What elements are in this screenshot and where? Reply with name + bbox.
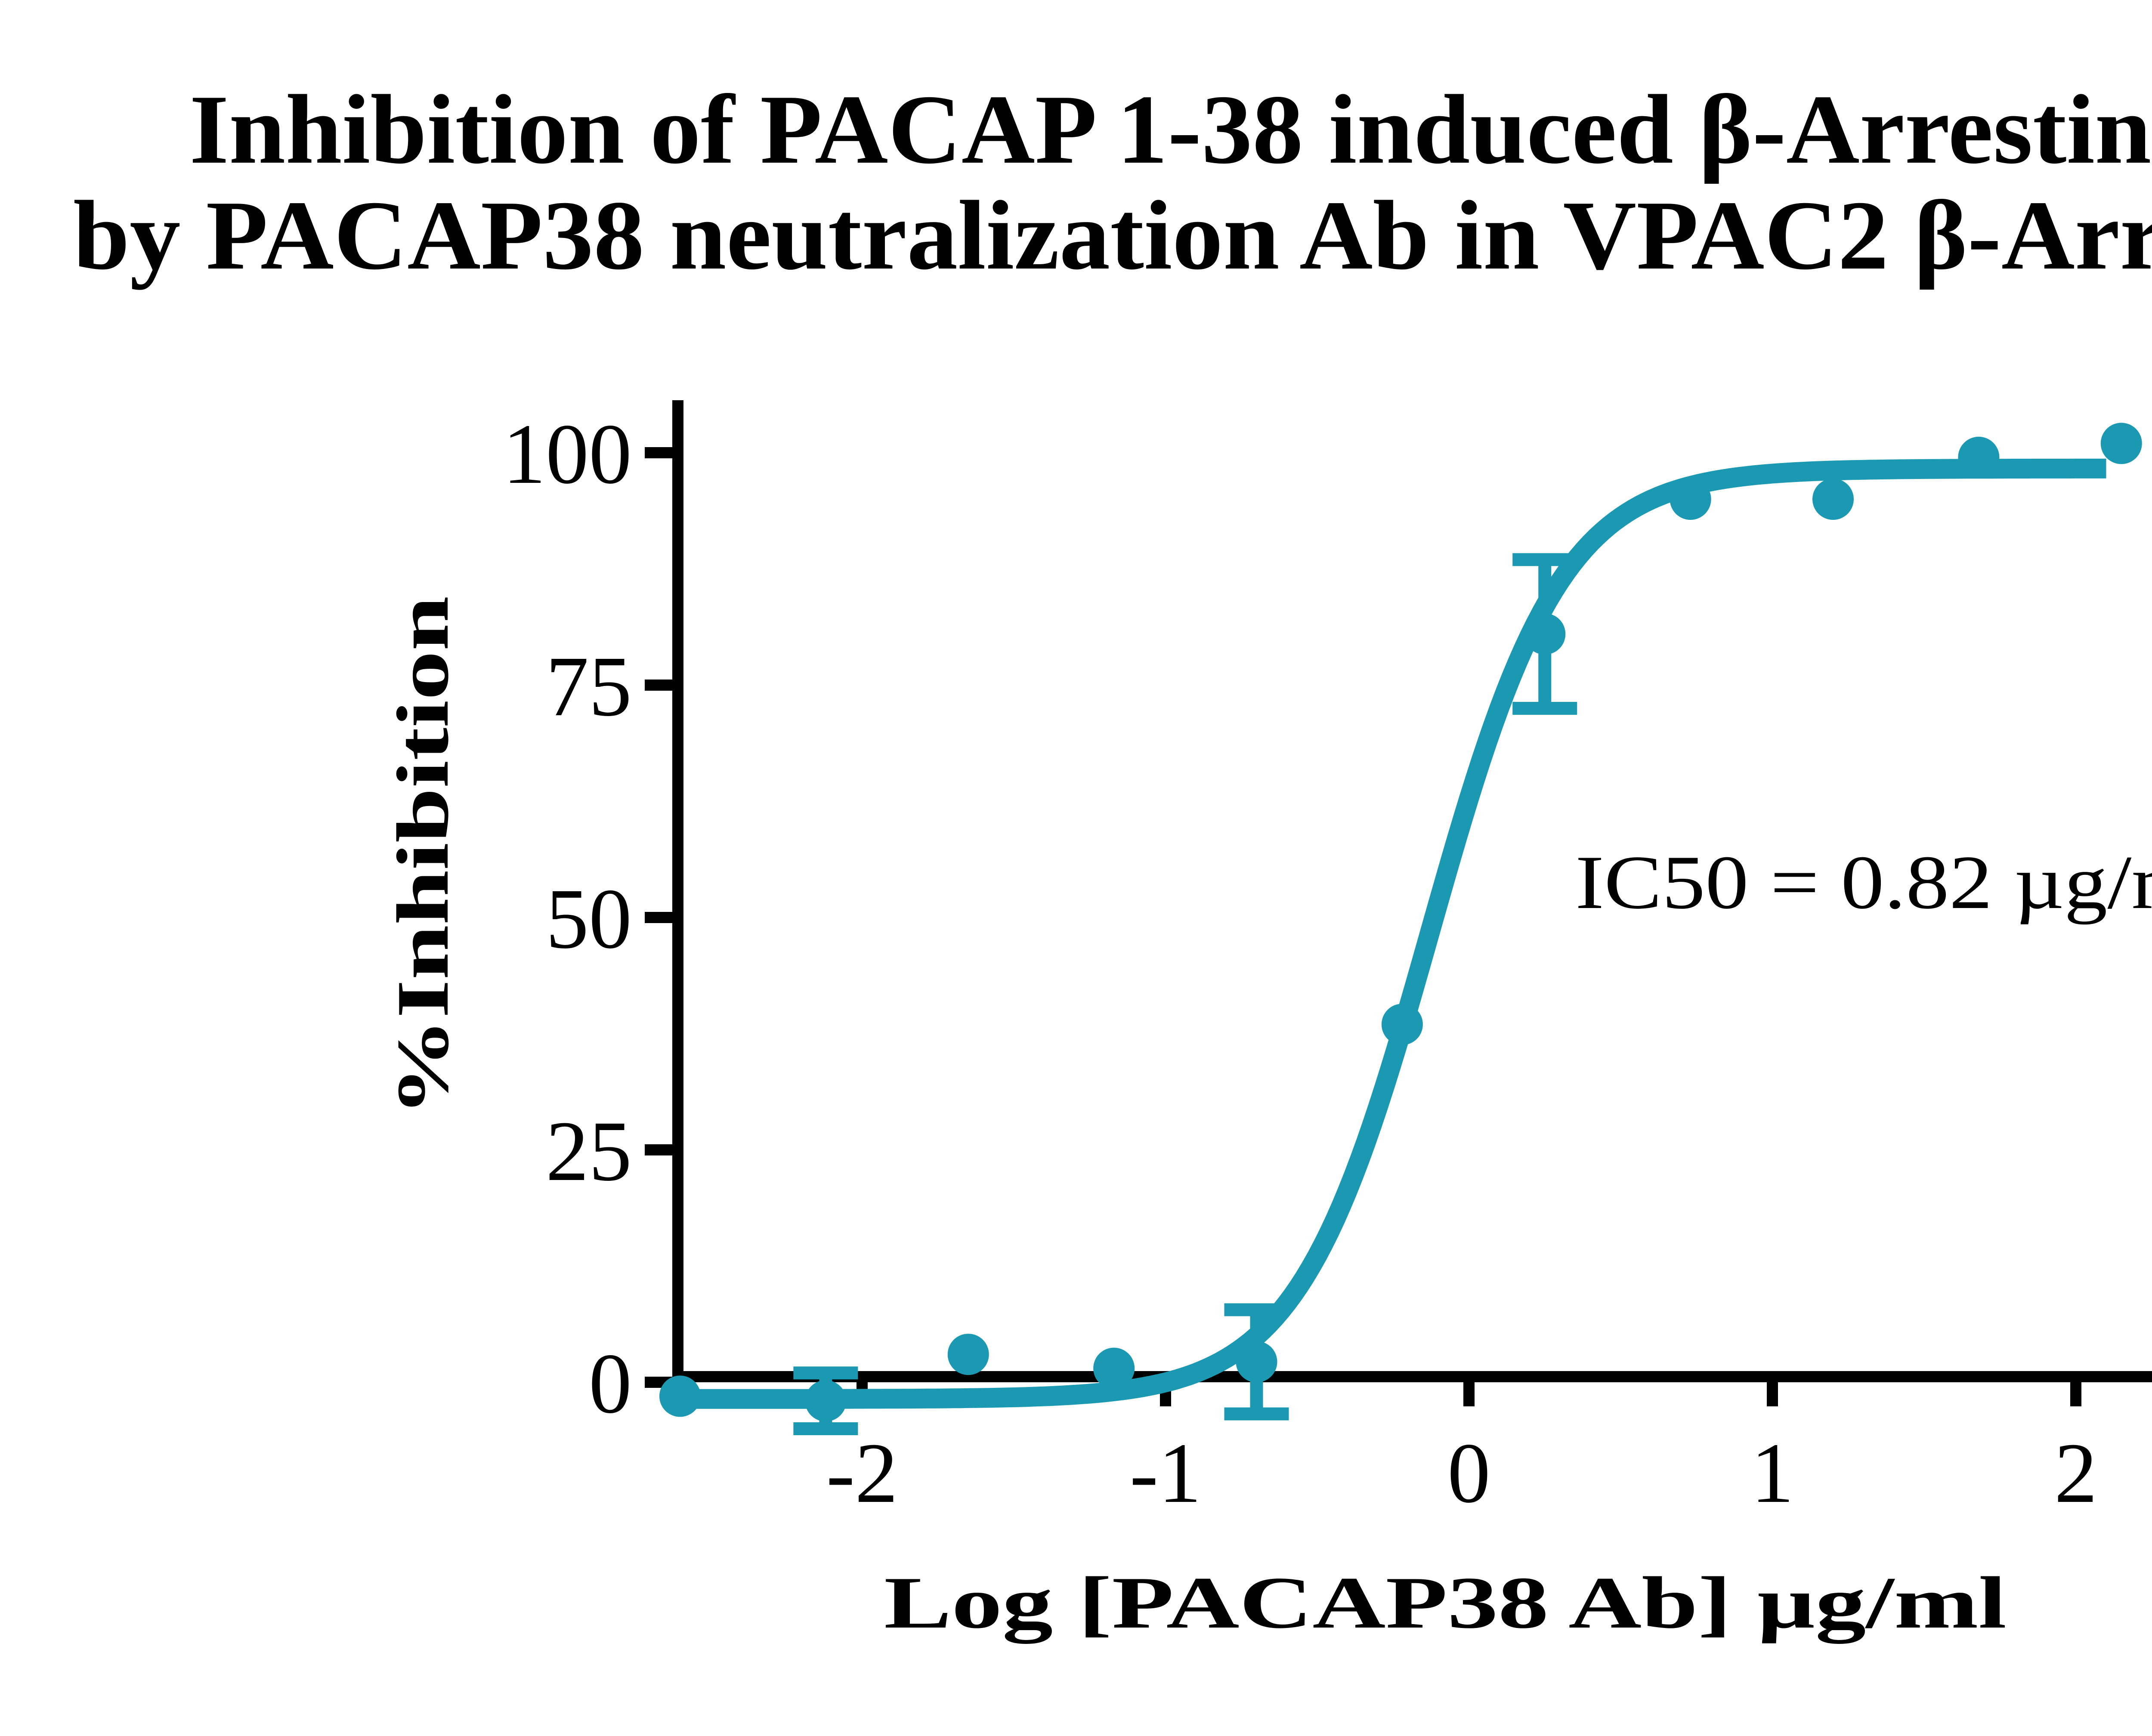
- data-point: [2100, 423, 2142, 464]
- data-point: [1381, 1004, 1423, 1045]
- y-tick-label: 25: [546, 1104, 632, 1199]
- x-axis-title: Log [PACAP38 Ab] µg/ml: [884, 1562, 2007, 1644]
- error-bars: [793, 553, 1577, 1435]
- y-tick-label: 50: [546, 871, 632, 967]
- x-tick-label: -2: [826, 1426, 898, 1521]
- data-point: [1093, 1347, 1135, 1389]
- data-point: [1236, 1341, 1277, 1383]
- x-tick-label: -1: [1130, 1426, 1202, 1521]
- x-tick-label: 2: [2054, 1426, 2097, 1521]
- x-tick-label: 1: [1751, 1426, 1794, 1521]
- data-point: [947, 1334, 989, 1375]
- data-point: [1958, 436, 2000, 478]
- data-point: [1524, 613, 1566, 655]
- axes: [645, 400, 2152, 1406]
- data-point: [805, 1380, 847, 1422]
- fit-curve-layer: [670, 458, 2110, 1409]
- y-axis-title: %Inhibition: [382, 596, 464, 1117]
- y-tick-label: 75: [546, 639, 632, 734]
- data-points: [659, 423, 2142, 1422]
- data-point: [659, 1375, 701, 1417]
- y-tick-label: 0: [589, 1336, 632, 1431]
- fit-curve: [670, 458, 2110, 1409]
- chart-title-line2: by PACAP38 neutralization Ab in VPAC2 β-…: [73, 180, 2152, 290]
- chart-title-line1: Inhibition of PACAP 1-38 induced β-Arres…: [189, 74, 2152, 184]
- y-tick-label: 100: [503, 407, 632, 502]
- x-tick-label: 0: [1447, 1426, 1490, 1521]
- data-point: [1812, 479, 1854, 520]
- tick-labels: 0 25 50 75 100 -2 -1 0 1 2: [503, 407, 2097, 1521]
- ic50-annotation: IC50 = 0.82 µg/ml: [1575, 840, 2152, 925]
- data-point: [1670, 479, 1711, 520]
